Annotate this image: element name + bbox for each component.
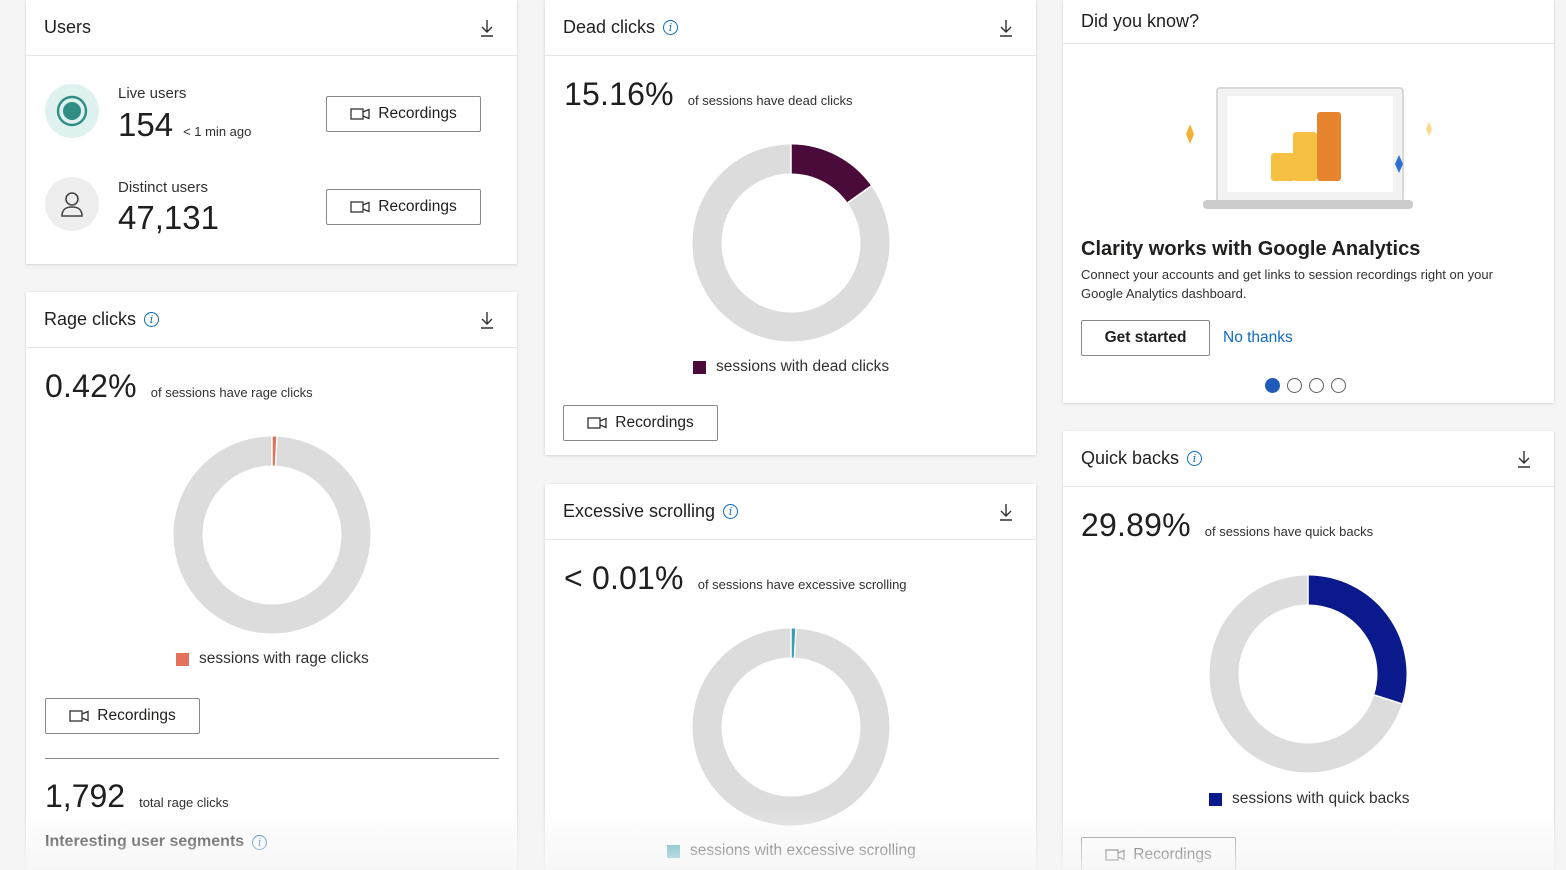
get-started-button[interactable]: Get started (1081, 320, 1210, 356)
quick-backs-header: Quick backs i (1063, 431, 1554, 487)
carousel-dot-active[interactable] (1265, 378, 1280, 393)
quickbacks-legend-label: sessions with quick backs (1232, 790, 1410, 807)
total-rage-clicks-caption: total rage clicks (139, 795, 229, 810)
download-icon[interactable] (479, 18, 495, 38)
quickbacks-legend-swatch (1209, 792, 1222, 806)
donut-separator (793, 628, 797, 658)
distinct-users-value: 47,131 (118, 199, 219, 236)
live-users-icon (45, 84, 99, 138)
excessive-scrolling-header: Excessive scrolling i (545, 484, 1036, 540)
dead-legend-swatch (693, 360, 706, 374)
rage-clicks-header: Rage clicks i (26, 292, 517, 348)
rage-clicks-recordings-button[interactable]: Recordings (45, 698, 200, 734)
info-icon[interactable]: i (1187, 451, 1203, 466)
excessive-scrolling-card: Excessive scrolling i < 0.01% of session… (545, 484, 1036, 870)
distinct-users-recordings-button[interactable]: Recordings (326, 189, 481, 225)
dead-legend-label: sessions with dead clicks (716, 358, 890, 375)
download-icon[interactable] (998, 502, 1014, 522)
quick-backs-title: Quick backs (1081, 448, 1180, 468)
quick-backs-percentage: 29.89% (1081, 507, 1191, 543)
donut-separator (847, 185, 872, 204)
dead-clicks-recordings-button[interactable]: Recordings (563, 405, 718, 441)
rage-clicks-card: Rage clicks i 0.42% of sessions have rag… (26, 292, 517, 870)
rage-clicks-title: Rage clicks (44, 309, 137, 329)
did-you-know-headline: Clarity works with Google Analytics (1081, 238, 1421, 260)
dead-clicks-title: Dead clicks (563, 17, 656, 37)
dead-clicks-percentage: 15.16% (564, 76, 674, 112)
recordings-label: Recordings (615, 414, 694, 431)
rage-legend-label: sessions with rage clicks (199, 650, 369, 667)
donut-track (692, 628, 890, 826)
dead-clicks-donut-chart (692, 144, 890, 342)
info-icon[interactable]: i (252, 834, 268, 850)
total-rage-clicks-value: 1,792 (45, 778, 126, 814)
did-you-know-title: Did you know? (1081, 11, 1200, 31)
distinct-users-icon (45, 177, 99, 231)
video-camera-icon (350, 108, 370, 120)
donut-slice (1307, 575, 1407, 704)
users-card: Users Live users 154 < 1 min ago Recordi… (26, 0, 517, 264)
carousel-dot[interactable] (1309, 378, 1324, 393)
rage-legend-swatch (176, 652, 189, 666)
donut-track (173, 436, 371, 634)
carousel-dot[interactable] (1287, 378, 1302, 393)
quick-backs-card: Quick backs i 29.89% of sessions have qu… (1063, 431, 1554, 870)
live-users-value: 154 (118, 106, 174, 143)
download-icon[interactable] (998, 18, 1014, 38)
quick-backs-caption: of sessions have quick backs (1204, 524, 1374, 539)
recordings-label: Recordings (97, 707, 176, 724)
dead-clicks-caption: of sessions have dead clicks (687, 93, 853, 108)
dead-clicks-header: Dead clicks i (545, 0, 1036, 56)
did-you-know-header: Did you know? (1063, 0, 1554, 44)
donut-slice (790, 144, 872, 204)
dead-clicks-card: Dead clicks i 15.16% of sessions have de… (545, 0, 1036, 455)
live-users-recordings-button[interactable]: Recordings (326, 96, 481, 132)
video-camera-icon (69, 710, 89, 722)
carousel-dots (1265, 378, 1346, 393)
interesting-segments-title: Interesting user segments (45, 833, 245, 850)
live-users-label: Live users (118, 85, 187, 102)
video-camera-icon (1105, 849, 1125, 861)
divider (45, 758, 499, 759)
download-icon[interactable] (1516, 449, 1532, 469)
carousel-dot[interactable] (1331, 378, 1346, 393)
analytics-laptop-illustration (1186, 87, 1432, 209)
donut-separator (1374, 694, 1403, 705)
rage-clicks-caption: of sessions have rage clicks (150, 385, 313, 400)
video-camera-icon (350, 201, 370, 213)
quick-backs-donut-chart (1209, 575, 1407, 773)
excessive-scrolling-percentage: < 0.01% (564, 560, 684, 596)
scroll-legend-label: sessions with excessive scrolling (690, 842, 916, 859)
video-camera-icon (587, 417, 607, 429)
excessive-scrolling-title: Excessive scrolling (563, 501, 716, 521)
get-started-label: Get started (1104, 329, 1187, 346)
recordings-label: Recordings (378, 105, 457, 122)
info-icon[interactable]: i (663, 20, 679, 35)
did-you-know-body: Connect your accounts and get links to s… (1081, 267, 1493, 301)
donut-separator (274, 436, 278, 466)
download-icon[interactable] (479, 310, 495, 330)
users-card-title: Users (44, 17, 92, 37)
live-users-time: < 1 min ago (183, 124, 252, 139)
did-you-know-card: Did you know? Clarity works with Google … (1063, 0, 1554, 403)
info-icon[interactable]: i (723, 504, 739, 519)
quick-backs-recordings-button[interactable]: Recordings (1081, 837, 1236, 870)
excessive-scrolling-caption: of sessions have excessive scrolling (697, 577, 907, 592)
no-thanks-link[interactable]: No thanks (1223, 329, 1293, 346)
distinct-users-label: Distinct users (118, 179, 209, 196)
rage-clicks-percentage: 0.42% (45, 368, 137, 404)
scroll-legend-swatch (667, 844, 680, 858)
users-card-header: Users (26, 0, 517, 56)
recordings-label: Recordings (1133, 846, 1212, 863)
recordings-label: Recordings (378, 198, 457, 215)
info-icon[interactable]: i (144, 312, 160, 327)
rage-clicks-donut-chart (173, 436, 371, 634)
excessive-scrolling-donut-chart (692, 628, 890, 826)
